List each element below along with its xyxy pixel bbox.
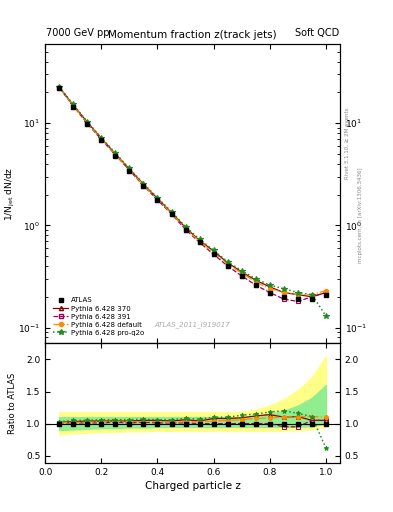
Y-axis label: 1/N$_\mathrm{jet}$ dN/dz: 1/N$_\mathrm{jet}$ dN/dz (4, 166, 17, 221)
Y-axis label: Ratio to ATLAS: Ratio to ATLAS (8, 373, 17, 434)
Text: Soft QCD: Soft QCD (294, 28, 339, 38)
Text: mcplots.cern.ch [arXiv:1306.3436]: mcplots.cern.ch [arXiv:1306.3436] (358, 167, 363, 263)
X-axis label: Charged particle z: Charged particle z (145, 481, 241, 492)
Legend: ATLAS, Pythia 6.428 370, Pythia 6.428 391, Pythia 6.428 default, Pythia 6.428 pr: ATLAS, Pythia 6.428 370, Pythia 6.428 39… (51, 296, 146, 337)
Text: 7000 GeV pp: 7000 GeV pp (46, 28, 110, 38)
Title: Momentum fraction z(track jets): Momentum fraction z(track jets) (108, 30, 277, 40)
Text: ATLAS_2011_I919017: ATLAS_2011_I919017 (155, 322, 230, 328)
Text: Rivet 3.1.10, ≥ 2M events: Rivet 3.1.10, ≥ 2M events (345, 108, 350, 179)
